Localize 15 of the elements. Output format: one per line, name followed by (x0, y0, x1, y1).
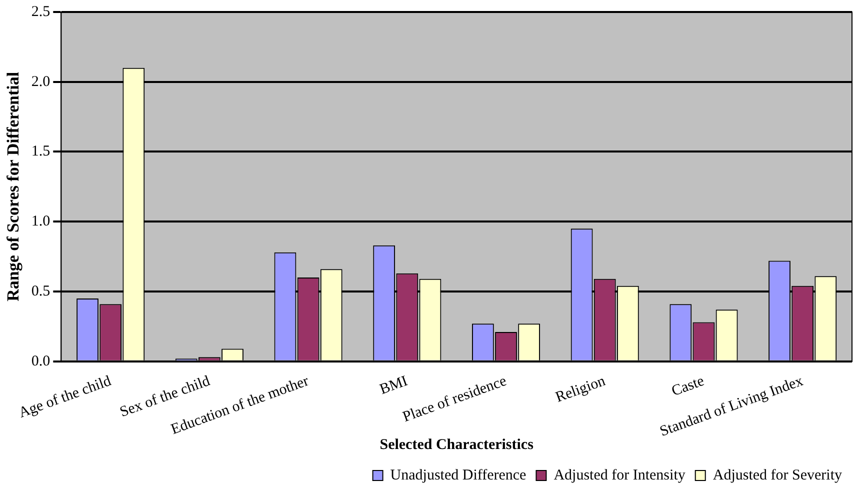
legend-label: Adjusted for Severity (712, 467, 842, 484)
y-tick-label: 1.5 (31, 144, 50, 160)
y-tick-label: 2.0 (31, 74, 50, 90)
x-axis-title: Selected Characteristics (380, 436, 534, 453)
y-tick-label: 0.0 (31, 353, 50, 370)
x-tick-label: Religion (554, 373, 608, 406)
legend-label: Adjusted for Intensity (554, 467, 686, 484)
x-tick-label: Caste (670, 373, 707, 400)
x-tick-label: Age of the child (16, 373, 114, 422)
x-tick-label: BMI (378, 373, 410, 398)
y-tick-label: 1.0 (31, 214, 50, 230)
y-tick-label: 2.5 (31, 4, 50, 20)
y-axis-title: Range of Scores for Differential (4, 72, 23, 302)
legend-label: Unadjusted Difference (390, 467, 527, 484)
y-tick-label: 0.5 (31, 283, 50, 300)
